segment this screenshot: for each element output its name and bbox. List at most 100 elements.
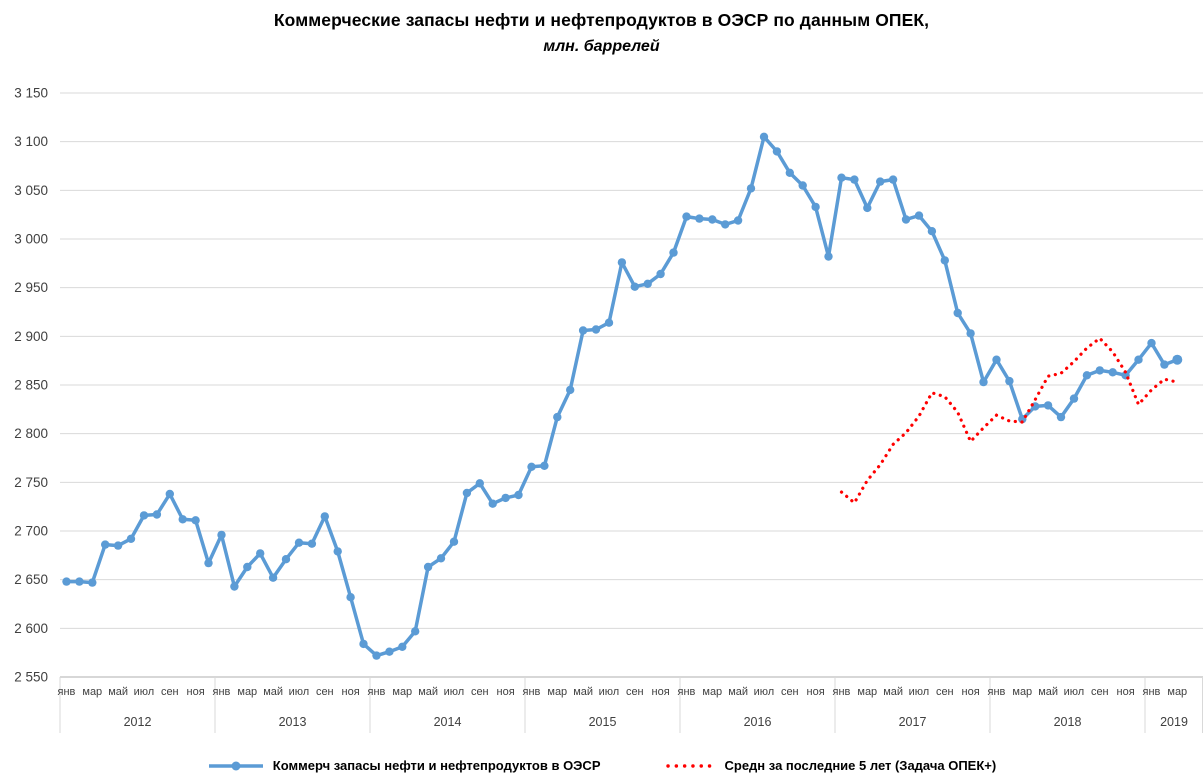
data-point-marker: [733, 216, 743, 225]
data-point-marker: [423, 562, 433, 572]
data-point-marker: [178, 515, 187, 524]
month-tick-label: мар: [237, 686, 257, 698]
y-tick-label: 2 950: [14, 280, 48, 295]
data-point-marker: [411, 627, 420, 636]
data-point-marker: [372, 651, 381, 660]
month-tick-label: мар: [1167, 686, 1187, 698]
data-point-marker: [320, 512, 329, 521]
data-point-marker: [811, 202, 820, 212]
data-point-marker: [1056, 412, 1066, 422]
month-tick-label: янв: [523, 686, 541, 698]
stocks-series-key-icon: [208, 761, 263, 770]
month-tick-label: май: [418, 686, 438, 698]
data-point-marker: [863, 203, 872, 213]
data-point-marker: [785, 168, 794, 177]
data-point-marker: [62, 577, 71, 586]
average-series-line: [839, 336, 1179, 506]
y-tick-label: 3 000: [14, 232, 48, 247]
month-tick-label: сен: [781, 686, 799, 698]
data-point-marker: [475, 479, 484, 488]
month-tick-label: май: [883, 686, 903, 698]
data-point-marker: [1082, 371, 1092, 380]
data-point-marker: [436, 554, 446, 563]
data-point-marker: [268, 573, 278, 582]
month-tick-label: май: [108, 686, 128, 698]
data-point-marker: [798, 181, 807, 190]
data-point-marker: [578, 326, 588, 335]
data-point-marker: [101, 540, 110, 549]
data-point-marker: [294, 538, 304, 547]
legend-label-average: Средн за последние 5 лет (Задача ОПЕК+): [724, 758, 997, 773]
month-tick-label: сен: [316, 686, 334, 698]
y-tick-label: 2 650: [14, 572, 48, 587]
month-tick-label: июл: [909, 686, 930, 698]
data-point-marker: [604, 318, 614, 327]
y-tick-label: 2 900: [14, 329, 48, 344]
month-tick-label: сен: [1091, 686, 1109, 698]
month-tick-label: ноя: [187, 686, 205, 698]
year-labels: 2012 2013 2014 2015 2016 2017 2018 2019: [124, 715, 1188, 729]
y-tick-label: 2 850: [14, 378, 48, 393]
data-point-marker: [75, 577, 84, 586]
y-tick-label: 2 800: [14, 426, 48, 441]
stocks-series: [62, 132, 1183, 660]
month-tick-label: май: [263, 686, 283, 698]
data-point-marker: [88, 578, 97, 587]
data-point-marker: [139, 511, 149, 520]
y-tick-label: 3 100: [14, 134, 48, 149]
chart-legend: Коммерч запасы нефти и нефтепродуктов в …: [0, 758, 1203, 773]
data-point-marker: [191, 516, 200, 525]
data-point-marker: [656, 269, 665, 279]
data-point-marker: [165, 489, 174, 499]
y-tick-label: 2 550: [14, 670, 48, 685]
data-point-marker: [643, 279, 652, 288]
month-tick-label: июл: [444, 686, 465, 698]
data-point-marker: [746, 184, 756, 193]
data-point-marker: [850, 175, 859, 184]
year-tick-label: 2017: [899, 715, 927, 729]
data-point-marker: [966, 329, 975, 338]
data-point-marker: [359, 639, 368, 649]
chart-subtitle: млн. баррелей: [543, 38, 660, 55]
month-tick-label: мар: [82, 686, 102, 698]
data-point-marker: [901, 215, 911, 224]
data-point-marker: [695, 214, 704, 223]
data-point-marker: [385, 647, 394, 656]
month-tick-label: мар: [702, 686, 722, 698]
data-point-marker: [721, 220, 730, 229]
data-point-marker: [824, 252, 833, 261]
year-tick-label: 2019: [1160, 715, 1188, 729]
month-tick-label: янв: [678, 686, 696, 698]
data-point-marker: [152, 510, 162, 519]
data-point-marker: [449, 537, 459, 546]
x-axis-labels: янв мар май июл сен ноя янв мар май июл сен ноя янв м…: [58, 686, 1188, 698]
data-point-marker: [914, 211, 924, 220]
data-point-marker: [1172, 354, 1183, 365]
legend-item-stocks: Коммерч запасы нефти и нефтепродуктов в …: [207, 758, 601, 773]
month-tick-label: июл: [599, 686, 620, 698]
month-tick-label: ноя: [497, 686, 515, 698]
month-tick-label: мар: [547, 686, 567, 698]
legend-item-average: Средн за последние 5 лет (Задача ОПЕК+): [665, 758, 997, 773]
year-tick-label: 2014: [434, 715, 462, 729]
month-tick-label: ноя: [1117, 686, 1135, 698]
data-point-marker: [281, 555, 291, 564]
month-tick-label: янв: [1143, 686, 1161, 698]
month-tick-label: май: [728, 686, 748, 698]
data-point-marker: [333, 547, 342, 556]
month-tick-label: сен: [626, 686, 644, 698]
year-tick-label: 2016: [744, 715, 772, 729]
data-point-marker: [669, 248, 678, 257]
month-tick-label: янв: [368, 686, 386, 698]
month-tick-label: июл: [289, 686, 310, 698]
data-point-marker: [346, 593, 355, 602]
data-point-marker: [953, 308, 962, 318]
data-point-marker: [940, 256, 949, 265]
y-tick-label: 2 700: [14, 524, 48, 539]
month-tick-label: янв: [58, 686, 76, 698]
data-point-marker: [992, 355, 1001, 364]
data-point-marker: [488, 499, 497, 508]
data-point-marker: [682, 212, 691, 221]
data-point-marker: [759, 132, 769, 141]
